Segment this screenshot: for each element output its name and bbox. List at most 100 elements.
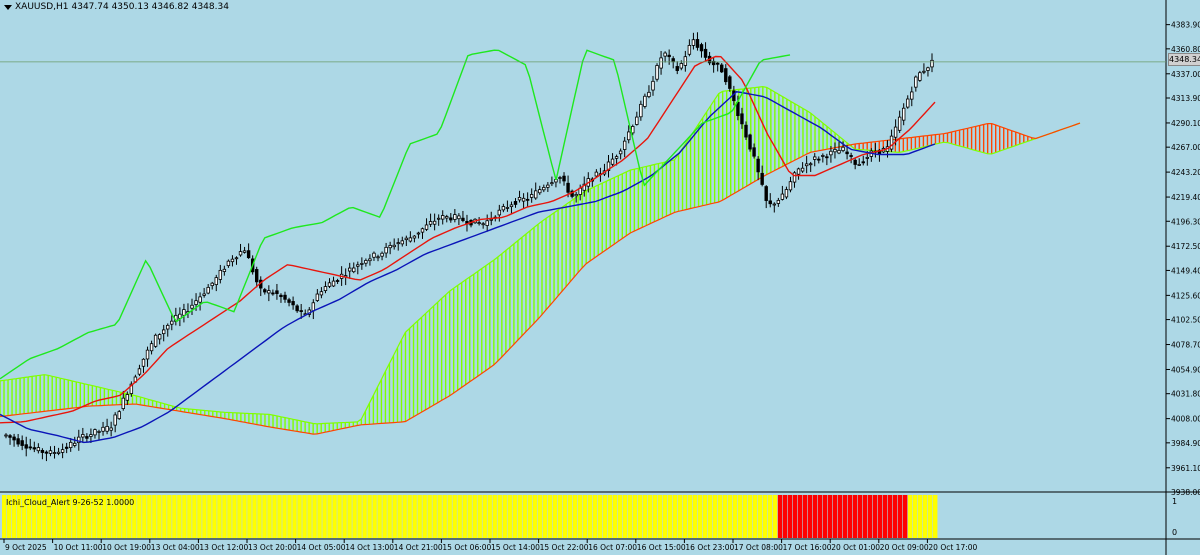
candle-body	[683, 56, 688, 66]
indicator-bar	[867, 495, 873, 538]
candle-body	[153, 334, 158, 347]
indicator-bar	[12, 495, 17, 538]
indicator-bar	[907, 495, 913, 538]
price-tick-label: 4078.70	[1171, 341, 1200, 350]
candle-body	[436, 217, 441, 220]
time-tick-label: 14 Oct 13:00	[345, 543, 394, 552]
indicator-bar	[552, 495, 557, 538]
candle-body	[396, 242, 400, 245]
candle-body	[287, 299, 291, 303]
candle-body	[432, 220, 437, 225]
candle-body	[841, 146, 845, 152]
time-tick-label: 20 Oct 09:00	[880, 543, 929, 552]
candle-body	[20, 440, 24, 446]
indicator-bar	[327, 495, 332, 538]
indicator-bar	[502, 495, 507, 538]
candle-body	[663, 52, 667, 57]
indicator-label: Ichi_Cloud_Alert 9-26-52 1.0000	[6, 498, 135, 507]
candle-body	[849, 155, 853, 157]
price-tick-label: 4290.10	[1171, 119, 1200, 128]
candle-body	[77, 436, 81, 444]
dropdown-triangle-icon[interactable]	[4, 4, 12, 10]
candle-body	[566, 182, 570, 193]
indicator-bar	[677, 495, 683, 538]
candle-body	[364, 260, 368, 264]
indicator-bar	[357, 495, 362, 538]
price-tick-label: 4125.60	[1171, 291, 1200, 300]
candle-body	[404, 237, 409, 241]
indicator-bar	[817, 495, 823, 538]
candle-body	[845, 151, 849, 155]
candle-body	[922, 70, 926, 73]
candle-body	[699, 44, 704, 52]
candle-body	[728, 76, 732, 89]
time-tick-label: 16 Oct 15:00	[637, 543, 686, 552]
indicator-bar	[832, 495, 838, 538]
indicator-bar	[857, 495, 863, 538]
candle-body	[255, 269, 259, 283]
indicator-bar	[652, 495, 658, 538]
indicator-bar	[632, 495, 638, 538]
indicator-bar	[527, 495, 532, 538]
candle-body	[808, 163, 813, 166]
candle-body	[222, 268, 227, 272]
price-tick-label: 4149.40	[1171, 266, 1200, 275]
candle-body	[687, 45, 692, 55]
indicator-bar	[312, 495, 317, 538]
candle-body	[715, 62, 720, 65]
candle-body	[283, 294, 287, 300]
indicator-bar	[572, 495, 578, 538]
time-tick-label: 15 Oct 14:00	[491, 543, 540, 552]
price-tick-label: 4243.20	[1171, 168, 1200, 177]
indicator-bar	[97, 495, 102, 538]
indicator-bar	[342, 495, 347, 538]
indicator-bar	[837, 495, 843, 538]
time-tick-label: 14 Oct 05:00	[297, 543, 346, 552]
indicator-bar	[927, 495, 933, 538]
indicator-bar	[132, 495, 137, 538]
candle-body	[614, 156, 619, 159]
indicator-bar	[747, 495, 753, 538]
indicator-bar	[762, 495, 768, 538]
indicator-bar	[627, 495, 633, 538]
indicator-bar	[107, 495, 112, 538]
indicator-bar	[232, 495, 237, 538]
indicator-bar	[612, 495, 618, 538]
indicator-bar	[302, 495, 307, 538]
indicator-bar	[82, 495, 87, 538]
candle-body	[85, 436, 89, 439]
candle-body	[736, 101, 740, 117]
indicator-bar	[152, 495, 157, 538]
indicator-bar	[52, 495, 57, 538]
indicator-bar	[102, 495, 107, 538]
candle-body	[813, 156, 817, 160]
candle-body	[542, 187, 546, 191]
indicator-bar	[182, 495, 187, 538]
indicator-bar	[477, 495, 482, 538]
candle-body	[194, 300, 198, 305]
indicator-bar	[827, 495, 833, 538]
candle-body	[853, 159, 857, 165]
indicator-bar	[277, 495, 282, 538]
indicator-bar	[252, 495, 257, 538]
candle-body	[129, 383, 134, 394]
candle-body	[784, 189, 789, 198]
price-tick-label: 4360.80	[1171, 45, 1200, 54]
candle-body	[865, 157, 870, 159]
price-tick-label: 4054.90	[1171, 365, 1200, 374]
time-tick-label: 17 Oct 08:00	[734, 543, 783, 552]
indicator-bar	[177, 495, 182, 538]
indicator-bar	[657, 495, 663, 538]
indicator-bar	[577, 495, 583, 538]
symbol-title: XAUUSD,H1 4347.74 4350.13 4346.82 4348.3…	[4, 2, 229, 12]
indicator-bar	[772, 495, 778, 538]
indicator-bar	[272, 495, 277, 538]
indicator-bar	[597, 495, 603, 538]
candle-body	[388, 245, 392, 249]
candle-body	[182, 309, 186, 316]
candle-body	[323, 286, 328, 292]
candle-body	[52, 452, 57, 454]
indicator-bar	[362, 495, 367, 538]
